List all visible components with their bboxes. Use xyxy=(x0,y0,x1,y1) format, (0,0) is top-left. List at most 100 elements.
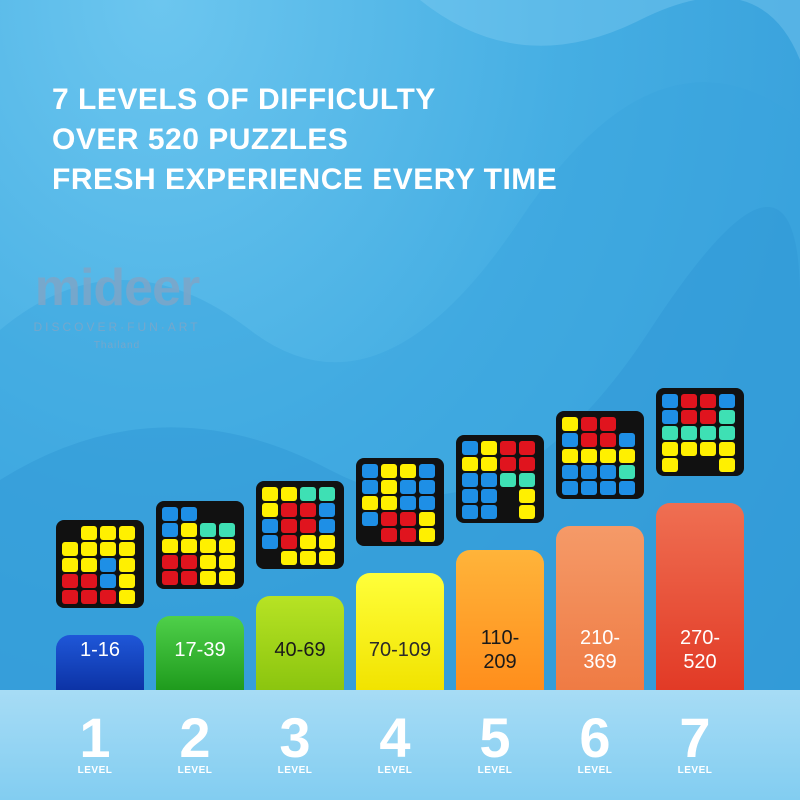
puzzle-cell xyxy=(719,394,735,408)
level-bar-7 xyxy=(656,503,744,690)
puzzle-cell xyxy=(262,487,278,501)
level-bar-2 xyxy=(156,616,244,690)
headline-line-1: 7 LEVELS OF DIFFICULTY xyxy=(52,83,436,116)
puzzle-cell xyxy=(600,433,616,447)
puzzle-cell xyxy=(600,481,616,495)
puzzle-cell xyxy=(362,464,378,478)
puzzle-cell xyxy=(281,503,297,517)
puzzle-cell xyxy=(181,571,197,585)
level-range-line: 70-109 xyxy=(368,639,432,661)
headline: 7 LEVELS OF DIFFICULTY OVER 520 PUZZLES … xyxy=(52,80,557,200)
puzzle-cell xyxy=(400,480,416,494)
puzzle-cell xyxy=(200,539,216,553)
puzzle-cell xyxy=(62,542,78,556)
puzzle-cell xyxy=(600,465,616,479)
level-range-3: 40-69 xyxy=(256,638,344,662)
puzzle-cell xyxy=(81,558,97,572)
level-range-line: 270- xyxy=(679,627,721,649)
puzzle-cell xyxy=(100,574,116,588)
puzzle-cell xyxy=(119,542,135,556)
level-word: LEVEL xyxy=(477,765,513,776)
level-range-line: 110- xyxy=(480,627,520,649)
puzzle-cell xyxy=(662,394,678,408)
puzzle-cell xyxy=(719,458,735,472)
logo-tagline: DISCOVER·FUN·ART xyxy=(33,320,201,334)
puzzle-cell xyxy=(319,487,335,501)
puzzle-cell xyxy=(281,487,297,501)
level-range-line: 369 xyxy=(583,651,617,673)
puzzle-cell xyxy=(319,519,335,533)
puzzle-cell xyxy=(281,519,297,533)
puzzle-grid-level-7 xyxy=(656,388,744,476)
puzzle-cell xyxy=(319,535,335,549)
puzzle-cell xyxy=(219,555,235,569)
puzzle-cell xyxy=(562,417,578,431)
headline-line-3: FRESH EXPERIENCE EVERY TIME xyxy=(52,163,558,196)
puzzle-cell xyxy=(162,571,178,585)
puzzle-cell xyxy=(481,441,497,455)
puzzle-cell xyxy=(300,503,316,517)
puzzle-grid-level-4 xyxy=(356,458,444,546)
puzzle-grid-level-6 xyxy=(556,411,644,499)
puzzle-cell xyxy=(200,523,216,537)
level-bar-4 xyxy=(356,573,444,690)
puzzle-cell xyxy=(681,394,697,408)
puzzle-cell xyxy=(600,417,616,431)
puzzle-cell xyxy=(181,523,197,537)
puzzle-cell xyxy=(81,526,97,540)
level-word: LEVEL xyxy=(677,765,713,776)
logo-name: mideer xyxy=(34,259,201,317)
level-number-7: 7 xyxy=(679,706,711,769)
level-number-5: 5 xyxy=(479,706,511,769)
puzzle-cell xyxy=(519,441,535,455)
level-bar-1 xyxy=(56,635,144,690)
puzzle-cell xyxy=(162,507,178,521)
puzzle-cell xyxy=(581,433,597,447)
level-range-line: 209 xyxy=(483,651,517,673)
puzzle-cell xyxy=(362,480,378,494)
puzzle-cell xyxy=(300,551,316,565)
level-bar-3 xyxy=(256,596,344,690)
puzzle-cell xyxy=(281,535,297,549)
puzzle-cell xyxy=(700,410,716,424)
puzzle-cell xyxy=(81,542,97,556)
puzzle-cell xyxy=(362,496,378,510)
puzzle-cell xyxy=(581,449,597,463)
level-word: LEVEL xyxy=(277,765,313,776)
puzzle-cell xyxy=(719,410,735,424)
puzzle-cell xyxy=(181,555,197,569)
level-range-5: 110- 209 xyxy=(456,626,544,674)
puzzle-cell xyxy=(662,458,678,472)
puzzle-cell xyxy=(681,426,697,440)
puzzle-cell xyxy=(662,426,678,440)
puzzle-cell xyxy=(481,505,497,519)
level-range-1: 1-16 xyxy=(56,638,144,662)
puzzle-cell xyxy=(181,507,197,521)
puzzle-cell xyxy=(462,505,478,519)
level-word: LEVEL xyxy=(77,765,113,776)
level-range-line: 1-16 xyxy=(79,639,121,661)
puzzle-cell xyxy=(562,465,578,479)
puzzle-cell xyxy=(462,473,478,487)
puzzle-cell xyxy=(162,523,178,537)
puzzle-cell xyxy=(400,528,416,542)
puzzle-cell xyxy=(681,410,697,424)
puzzle-cell xyxy=(700,426,716,440)
puzzle-cell xyxy=(700,442,716,456)
puzzle-cell xyxy=(62,590,78,604)
puzzle-cell xyxy=(119,526,135,540)
puzzle-grid-level-5 xyxy=(456,435,544,523)
puzzle-cell xyxy=(381,528,397,542)
level-range-line: 40-69 xyxy=(274,639,326,661)
level-number-2: 2 xyxy=(179,706,211,769)
puzzle-cell xyxy=(619,465,635,479)
level-range-2: 17-39 xyxy=(156,638,244,662)
level-bar-5 xyxy=(456,550,544,690)
puzzle-cell xyxy=(119,574,135,588)
puzzle-cell xyxy=(562,433,578,447)
puzzle-cell xyxy=(219,571,235,585)
puzzle-cell xyxy=(381,480,397,494)
puzzle-cell xyxy=(500,441,516,455)
puzzle-cell xyxy=(181,539,197,553)
puzzle-cell xyxy=(462,489,478,503)
